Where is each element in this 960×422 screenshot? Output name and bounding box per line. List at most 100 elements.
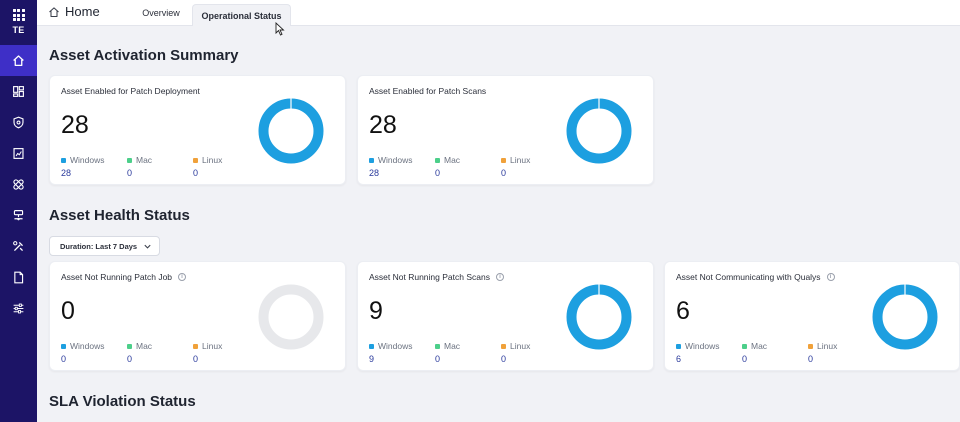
top-bar: Home Overview Operational Status [37,0,960,26]
section-title-activation: Asset Activation Summary [49,47,239,64]
legend-value-linux[interactable]: 0 [193,354,199,364]
home-icon [13,55,24,67]
card-title-text: Asset Not Communicating with Qualys [676,272,821,282]
app-switcher[interactable]: TE [12,9,25,35]
document-icon [14,271,24,284]
legend-value-mac[interactable]: 0 [435,168,441,178]
section-title-health: Asset Health Status [49,207,190,224]
info-icon[interactable]: i [178,273,187,281]
metric-card[interactable]: Asset Enabled for Patch Scans 28 Windows… [357,75,654,185]
windows-dot-icon [61,343,66,349]
legend-label-linux: Linux [510,341,531,351]
sidebar-item-patches[interactable] [0,169,37,200]
linux-dot-icon [808,343,813,349]
info-icon[interactable]: i [495,273,504,281]
legend-label-windows: Windows [378,155,413,165]
legend-label-mac: Mac [136,341,153,351]
legend-value-windows[interactable]: 9 [369,354,375,364]
legend-value-mac[interactable]: 0 [435,354,441,364]
mac-dot-icon [127,343,132,349]
legend-label-linux: Linux [202,341,223,351]
page-title: Home [65,4,100,19]
legend-mac: Mac 0 [127,341,193,364]
card-total-value: 0 [61,297,75,325]
donut-chart[interactable] [566,98,632,164]
donut-chart[interactable] [872,284,938,350]
legend-mac: Mac 0 [435,155,501,178]
apps-grid-icon[interactable] [12,9,25,21]
legend-value-mac[interactable]: 0 [127,354,133,364]
metric-card[interactable]: Asset Not Running Patch Job i 0 Windows … [49,261,346,371]
card-legend: Windows 28 Mac 0 Linux 0 [369,155,567,178]
sidebar-item-documents[interactable] [0,262,37,293]
sidebar-item-dashboard[interactable] [0,76,37,107]
sidebar-item-reports[interactable] [0,138,37,169]
info-icon[interactable]: i [826,273,835,281]
metric-card[interactable]: Asset Not Communicating with Qualys i 6 … [664,261,960,371]
section-title-sla: SLA Violation Status [49,393,196,410]
legend-value-mac[interactable]: 0 [742,354,748,364]
legend-value-windows[interactable]: 6 [676,354,682,364]
legend-mac: Mac 0 [435,341,501,364]
card-total-value: 28 [369,111,397,139]
sidebar-item-home[interactable] [0,45,37,76]
card-legend: Windows 0 Mac 0 Linux 0 [61,341,259,364]
tab-operational-status[interactable]: Operational Status [192,4,291,26]
legend-value-windows[interactable]: 28 [369,168,380,178]
windows-dot-icon [369,157,374,163]
legend-value-windows[interactable]: 0 [61,354,67,364]
legend-value-linux[interactable]: 0 [808,354,814,364]
windows-dot-icon [61,157,66,163]
card-title-text: Asset Not Running Patch Scans [369,272,490,282]
metric-card[interactable]: Asset Not Running Patch Scans i 9 Window… [357,261,654,371]
home-breadcrumb[interactable]: Home [48,4,100,19]
donut-ring [566,98,632,164]
donut-ring [258,98,324,164]
sidebar-item-tools[interactable] [0,231,37,262]
legend-label-mac: Mac [444,155,461,165]
legend-mac: Mac 0 [127,155,193,178]
linux-dot-icon [193,343,198,349]
legend-value-windows[interactable]: 28 [61,168,72,178]
card-legend: Windows 6 Mac 0 Linux 0 [676,341,874,364]
legend-linux: Linux 0 [501,155,567,178]
card-title: Asset Not Running Patch Job i [61,272,187,282]
sidebar-item-settings[interactable] [0,293,37,324]
sidebar-item-network[interactable] [0,200,37,231]
legend-linux: Linux 0 [808,341,874,364]
duration-dropdown[interactable]: Duration: Last 7 Days [49,236,160,256]
donut-chart[interactable] [258,284,324,350]
card-total-value: 9 [369,297,383,325]
network-icon [13,210,24,221]
donut-ring [872,284,938,350]
legend-value-linux[interactable]: 0 [193,168,199,178]
legend-label-mac: Mac [136,155,153,165]
app-code: TE [12,25,25,35]
card-title: Asset Not Communicating with Qualys i [676,272,835,282]
donut-chart[interactable] [566,284,632,350]
home-icon [49,6,59,17]
sidebar-nav [0,45,37,324]
card-title-text: Asset Not Running Patch Job [61,272,173,282]
sidebar: TE [0,0,37,422]
duration-dropdown-label: Duration: Last 7 Days [60,241,138,251]
legend-label-windows: Windows [70,341,105,351]
legend-label-linux: Linux [202,155,223,165]
legend-value-mac[interactable]: 0 [127,168,133,178]
card-total-value: 28 [61,111,89,139]
legend-value-linux[interactable]: 0 [501,354,507,364]
mouse-cursor-icon [275,22,285,36]
tab-overview[interactable]: Overview [142,8,180,18]
windows-dot-icon [369,343,374,349]
legend-label-windows: Windows [70,155,105,165]
donut-ring [258,284,324,350]
card-title: Asset Not Running Patch Scans i [369,272,504,282]
metric-card[interactable]: Asset Enabled for Patch Deployment 28 Wi… [49,75,346,185]
sidebar-item-security[interactable] [0,107,37,138]
donut-chart[interactable] [258,98,324,164]
legend-value-linux[interactable]: 0 [501,168,507,178]
report-icon [13,148,24,159]
mac-dot-icon [435,343,440,349]
legend-windows: Windows 6 [676,341,742,364]
linux-dot-icon [501,157,506,163]
